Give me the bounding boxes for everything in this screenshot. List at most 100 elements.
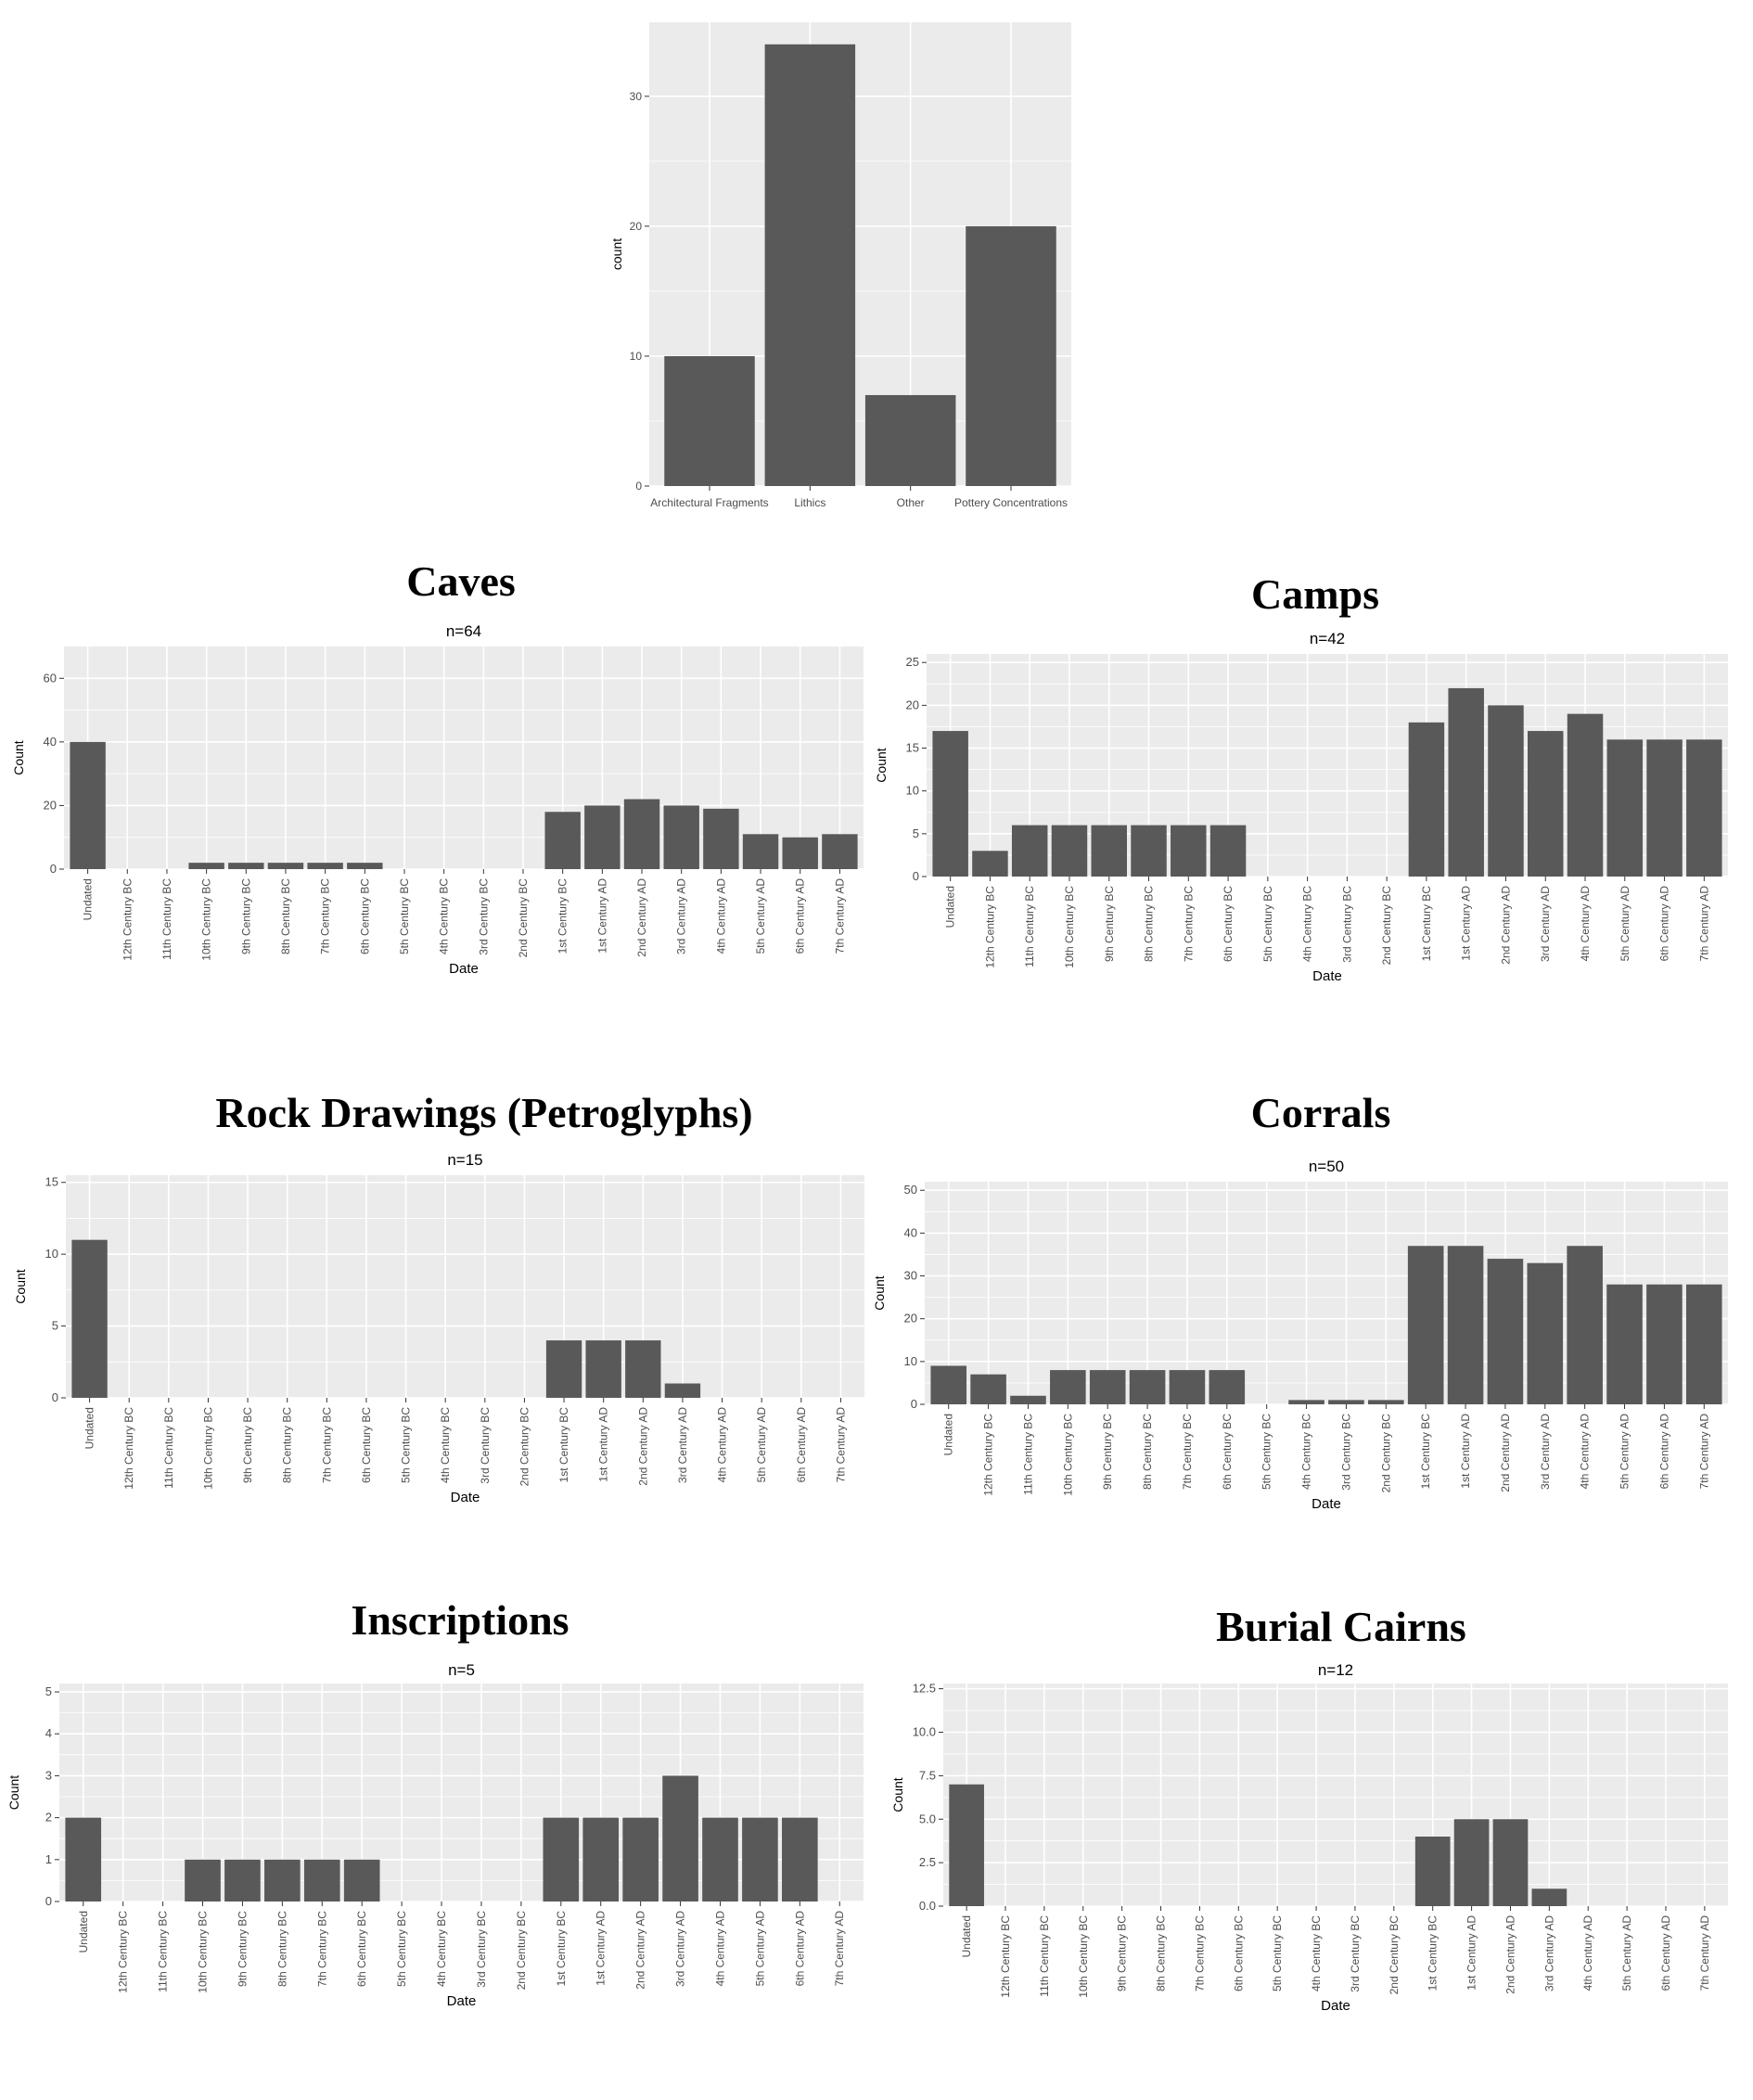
camps-bar-18 (1646, 739, 1683, 877)
corrals-bar-12 (1407, 1246, 1444, 1404)
burial-cairns-xtick-label: 1st Century BC (1427, 1915, 1440, 1991)
burial-cairns-xtick-label: 3rd Century BC (1349, 1915, 1362, 1992)
camps-xtick-label: 8th Century BC (1143, 886, 1156, 962)
caves-xtick-label: 4th Century BC (438, 878, 451, 954)
camps-xtick-label: Undated (944, 886, 957, 928)
inscriptions-bar-18 (782, 1817, 818, 1902)
corrals-xtick-label: 11th Century BC (1021, 1414, 1034, 1495)
rock-drawings-xtick-label: 2nd Century BC (518, 1407, 531, 1487)
corrals-bar-1 (970, 1374, 1006, 1404)
corrals-bar-16 (1567, 1246, 1603, 1404)
inscriptions-ytick-label: 1 (45, 1852, 52, 1866)
burial-cairns-bar-13 (1453, 1819, 1490, 1906)
camps-ytick-label: 10 (906, 784, 919, 798)
overview-bar-2 (864, 394, 956, 486)
rock-drawings-bar-13 (585, 1340, 621, 1398)
caves-xtick-label: 9th Century BC (239, 878, 252, 954)
rock-drawings-xtick-label: 7th Century AD (834, 1407, 847, 1483)
inscriptions-xtick-label: 2nd Century BC (515, 1911, 528, 1991)
rock-drawings-subtitle: n=15 (447, 1151, 482, 1169)
corrals-bar-11 (1368, 1400, 1404, 1404)
rock-drawings-plot-area (66, 1175, 864, 1398)
rock-drawings-xtick-label: 12th Century BC (122, 1407, 135, 1490)
inscriptions-xtick-label: 10th Century BC (197, 1911, 210, 1993)
inscriptions-ytick-label: 2 (45, 1811, 52, 1825)
rock-drawings-xtick-label: 9th Century BC (241, 1407, 254, 1483)
camps-xtick-label: 12th Century BC (983, 886, 996, 968)
camps-xtick-label: 3rd Century AD (1539, 886, 1552, 962)
inscriptions-bar-4 (224, 1859, 261, 1902)
overview-ytick-label: 30 (630, 90, 643, 103)
inscriptions-bar-17 (742, 1817, 778, 1902)
camps-xtick-label: 6th Century BC (1222, 886, 1235, 962)
rock-drawings-xtick-label: 5th Century BC (400, 1407, 413, 1483)
corrals-bar-18 (1646, 1284, 1683, 1404)
burial-cairns-ytick-label: 2.5 (919, 1855, 936, 1869)
overview-xtick-label: Other (897, 496, 925, 509)
camps-ytick-label: 0 (913, 869, 919, 883)
inscriptions-xtick-label: 6th Century AD (793, 1911, 806, 1987)
camps-bar-16 (1567, 713, 1604, 877)
inscriptions-xtick-label: 7th Century BC (315, 1911, 328, 1987)
corrals-xtick-label: 3rd Century BC (1339, 1414, 1352, 1491)
camps-bar-6 (1171, 825, 1207, 877)
corrals-xtick-label: 5th Century AD (1619, 1414, 1631, 1490)
inscriptions-xtick-label: 2nd Century AD (634, 1911, 647, 1990)
corrals-bar-15 (1527, 1262, 1564, 1404)
corrals-xtick-label: 9th Century BC (1101, 1414, 1114, 1490)
inscriptions-ytick-label: 5 (45, 1684, 52, 1698)
overview-xtick-label: Architectural Fragments (650, 496, 768, 509)
camps-bar-12 (1408, 722, 1445, 877)
caves-xtick-label: 3rd Century AD (675, 878, 688, 954)
burial-cairns-xlabel: Date (1321, 1998, 1350, 2014)
caves-xtick-label: 5th Century AD (754, 878, 767, 954)
caves-xtick-label: 12th Century BC (121, 878, 134, 961)
inscriptions-xtick-label: Undated (77, 1911, 90, 1953)
camps-bar-13 (1448, 687, 1484, 877)
heading-rock-drawings: Rock Drawings (Petroglyphs) (215, 1089, 753, 1136)
caves-bar-7 (347, 863, 383, 869)
corrals-bar-17 (1606, 1284, 1643, 1404)
camps-xtick-label: 1st Century BC (1420, 886, 1433, 962)
corrals-ytick-label: 40 (904, 1225, 917, 1239)
inscriptions-bar-15 (662, 1775, 698, 1902)
rock-drawings-ytick-label: 10 (45, 1247, 58, 1261)
inscriptions-bar-0 (65, 1817, 102, 1902)
camps-xtick-label: 6th Century AD (1658, 886, 1671, 962)
camps-bar-4 (1091, 825, 1127, 877)
overview-ylabel: count (609, 238, 624, 270)
burial-cairns-plot-area (943, 1684, 1728, 1906)
overview-bar-3 (966, 225, 1056, 487)
caves-bar-3 (188, 863, 224, 869)
corrals-xlabel: Date (1312, 1496, 1341, 1512)
rock-drawings-xtick-label: 11th Century BC (162, 1407, 175, 1489)
caves-xtick-label: 4th Century AD (714, 878, 727, 954)
corrals-ytick-label: 50 (904, 1183, 917, 1197)
caves-xtick-label: 2nd Century BC (517, 878, 530, 958)
camps-bar-7 (1209, 825, 1247, 877)
burial-cairns-ytick-label: 5.0 (919, 1812, 936, 1825)
inscriptions-xtick-label: 12th Century BC (117, 1911, 130, 1993)
camps-bar-15 (1528, 731, 1564, 877)
burial-cairns-ytick-label: 0.0 (919, 1899, 936, 1913)
rock-drawings-xtick-label: 6th Century BC (360, 1407, 373, 1483)
camps-subtitle: n=42 (1310, 630, 1345, 647)
burial-cairns-subtitle: n=12 (1318, 1661, 1353, 1679)
corrals-xtick-label: 3rd Century AD (1539, 1414, 1552, 1490)
caves-bar-19 (822, 834, 858, 869)
corrals-bar-4 (1089, 1370, 1126, 1404)
caves-bar-6 (307, 863, 343, 869)
rock-drawings-xtick-label: 4th Century AD (716, 1407, 729, 1483)
rock-drawings-bar-0 (71, 1239, 108, 1398)
rock-drawings-xtick-label: 3rd Century BC (479, 1407, 492, 1484)
camps-bar-2 (1011, 825, 1048, 877)
corrals-xtick-label: 8th Century BC (1141, 1414, 1154, 1490)
inscriptions-bar-16 (702, 1817, 738, 1902)
burial-cairns-bar-0 (949, 1784, 984, 1906)
inscriptions-xtick-label: 7th Century AD (833, 1911, 846, 1987)
inscriptions-xtick-label: 3rd Century BC (475, 1911, 488, 1988)
inscriptions-ylabel: Count (6, 1775, 21, 1810)
burial-cairns-bar-14 (1492, 1819, 1529, 1906)
inscriptions-ytick-label: 4 (45, 1726, 52, 1740)
camps-bar-19 (1686, 739, 1722, 877)
